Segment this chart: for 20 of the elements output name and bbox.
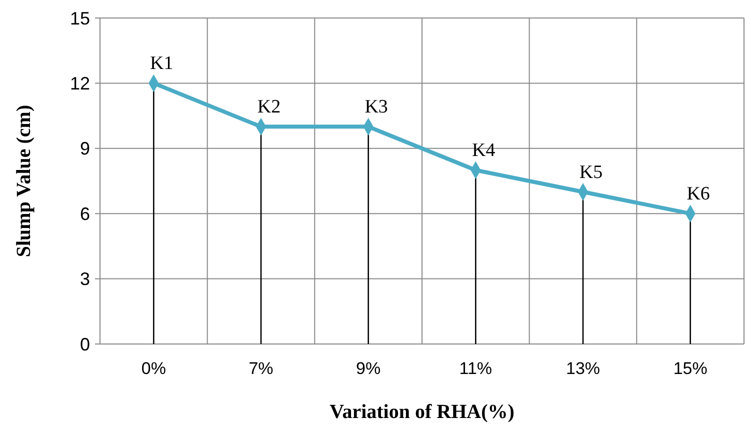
annotation: K3 [364, 96, 388, 118]
y-axis-title: Slump Value (cm) [13, 104, 35, 258]
x-tick-label: 7% [248, 359, 274, 378]
annotation: K2 [257, 96, 281, 118]
y-tick-label: 3 [80, 269, 90, 290]
y-tick-label: 15 [70, 8, 90, 28]
x-tick-label: 13% [566, 359, 600, 378]
x-tick-label: 9% [356, 359, 381, 378]
y-tick-label: 9 [80, 138, 90, 159]
annotation: K4 [472, 140, 496, 162]
x-tick-label: 0% [141, 359, 166, 378]
annotation: K6 [686, 184, 710, 205]
y-tick-label: 6 [80, 204, 90, 224]
x-axis-title: Variation of RHA(%) [330, 401, 514, 423]
y-tick-label: 12 [70, 74, 90, 94]
annotation: K1 [150, 53, 174, 74]
annotation: K5 [579, 162, 603, 183]
x-tick-label: 15% [673, 359, 708, 378]
y-tick-label: 0 [80, 334, 90, 354]
x-tick-label: 11% [459, 359, 492, 378]
